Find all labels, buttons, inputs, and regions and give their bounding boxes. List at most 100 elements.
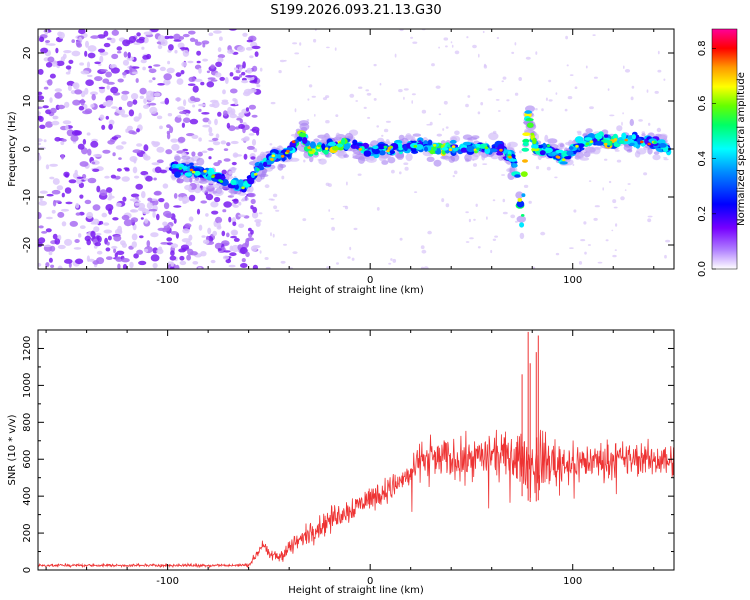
noise-blob — [189, 251, 198, 256]
faint-speckle — [445, 126, 449, 129]
noise-blob — [184, 184, 192, 191]
noise-blob — [157, 44, 163, 50]
faint-speckle — [482, 30, 485, 34]
ridge-halo — [634, 151, 641, 158]
faint-speckle — [373, 98, 377, 101]
noise-blob — [145, 90, 155, 98]
faint-speckle — [394, 53, 397, 58]
noise-blob — [165, 81, 171, 85]
noise-blob — [245, 47, 253, 51]
noise-blob — [128, 109, 135, 117]
noise-blob — [160, 242, 170, 245]
noise-blob — [56, 185, 64, 191]
faint-speckle — [344, 205, 349, 210]
noise-blob — [45, 121, 53, 128]
noise-blob — [92, 168, 100, 172]
faint-speckle — [403, 162, 409, 165]
ridge-hotspot — [603, 142, 608, 146]
noise-blob — [251, 139, 257, 146]
faint-speckle — [535, 108, 538, 111]
noise-blob — [65, 201, 73, 205]
noise-blob — [101, 212, 108, 218]
ridge-hotspot — [271, 154, 276, 158]
y-tick-label: 400 — [22, 487, 33, 506]
noise-blob — [166, 132, 171, 140]
noise-blob — [169, 266, 175, 269]
noise-blob — [244, 240, 250, 247]
faint-speckle — [322, 97, 328, 101]
noise-blob — [185, 113, 190, 117]
noise-blob — [144, 218, 149, 224]
noise-blob — [217, 111, 222, 117]
ridge-hotspot — [241, 186, 245, 190]
noise-blob — [80, 70, 90, 75]
ridge-core — [377, 143, 386, 150]
faint-speckle — [569, 247, 574, 250]
faint-speckle — [506, 99, 510, 102]
noise-blob — [210, 79, 218, 82]
noise-blob — [129, 156, 138, 162]
noise-blob — [105, 71, 112, 78]
noise-blob — [210, 259, 216, 264]
noise-blob — [209, 99, 219, 103]
noise-blob — [214, 242, 223, 250]
noise-blob — [86, 255, 90, 262]
snr-background — [38, 330, 674, 570]
noise-blob — [106, 187, 113, 193]
faint-speckle — [275, 209, 280, 212]
faint-speckle — [565, 35, 568, 40]
noise-blob — [91, 161, 96, 165]
faint-speckle — [548, 99, 553, 102]
noise-blob — [246, 67, 253, 74]
faint-speckle — [495, 99, 500, 101]
faint-speckle — [657, 50, 660, 55]
noise-blob — [163, 73, 172, 81]
faint-speckle — [597, 261, 603, 264]
noise-blob — [141, 191, 146, 199]
noise-blob — [87, 52, 96, 59]
ridge-halo — [444, 157, 451, 161]
noise-blob — [246, 39, 253, 43]
noise-blob — [130, 66, 140, 69]
ridge-core — [566, 150, 574, 156]
faint-speckle — [532, 266, 536, 269]
faint-speckle — [450, 41, 453, 44]
noise-blob — [128, 130, 136, 135]
ridge-core — [341, 137, 346, 146]
ridge-halo — [201, 186, 208, 193]
ridge-hotspot — [640, 140, 644, 144]
faint-speckle — [574, 86, 578, 89]
ridge-core — [398, 143, 403, 149]
faint-speckle — [514, 42, 517, 46]
faint-speckle — [477, 111, 481, 115]
noise-blob — [102, 101, 109, 107]
noise-blob — [86, 61, 91, 69]
noise-blob — [64, 258, 73, 264]
ridge-halo — [468, 154, 479, 161]
noise-blob — [223, 201, 232, 208]
ridge-hotspot — [499, 148, 503, 152]
faint-speckle — [502, 211, 508, 215]
noise-blob — [129, 261, 134, 269]
ridge-core — [234, 184, 240, 190]
noise-blob — [90, 230, 96, 238]
faint-speckle — [388, 262, 392, 265]
noise-blob — [198, 137, 202, 142]
ridge-hotspot — [530, 132, 535, 136]
ridge-core — [327, 141, 337, 147]
ridge-hotspot — [413, 144, 418, 148]
noise-blob — [92, 204, 101, 211]
faint-speckle — [335, 114, 339, 117]
noise-blob — [84, 235, 92, 242]
noise-blob — [170, 243, 179, 248]
noise-blob — [121, 90, 130, 95]
colorbar-tick-label: 0.6 — [697, 96, 708, 112]
noise-blob — [233, 198, 239, 204]
faint-speckle — [363, 106, 367, 109]
noise-blob — [153, 191, 161, 196]
noise-blob — [148, 79, 153, 83]
ridge-halo — [592, 147, 601, 155]
ridge-halo — [426, 156, 435, 162]
ridge-halo — [335, 132, 341, 140]
noise-blob — [110, 67, 120, 74]
